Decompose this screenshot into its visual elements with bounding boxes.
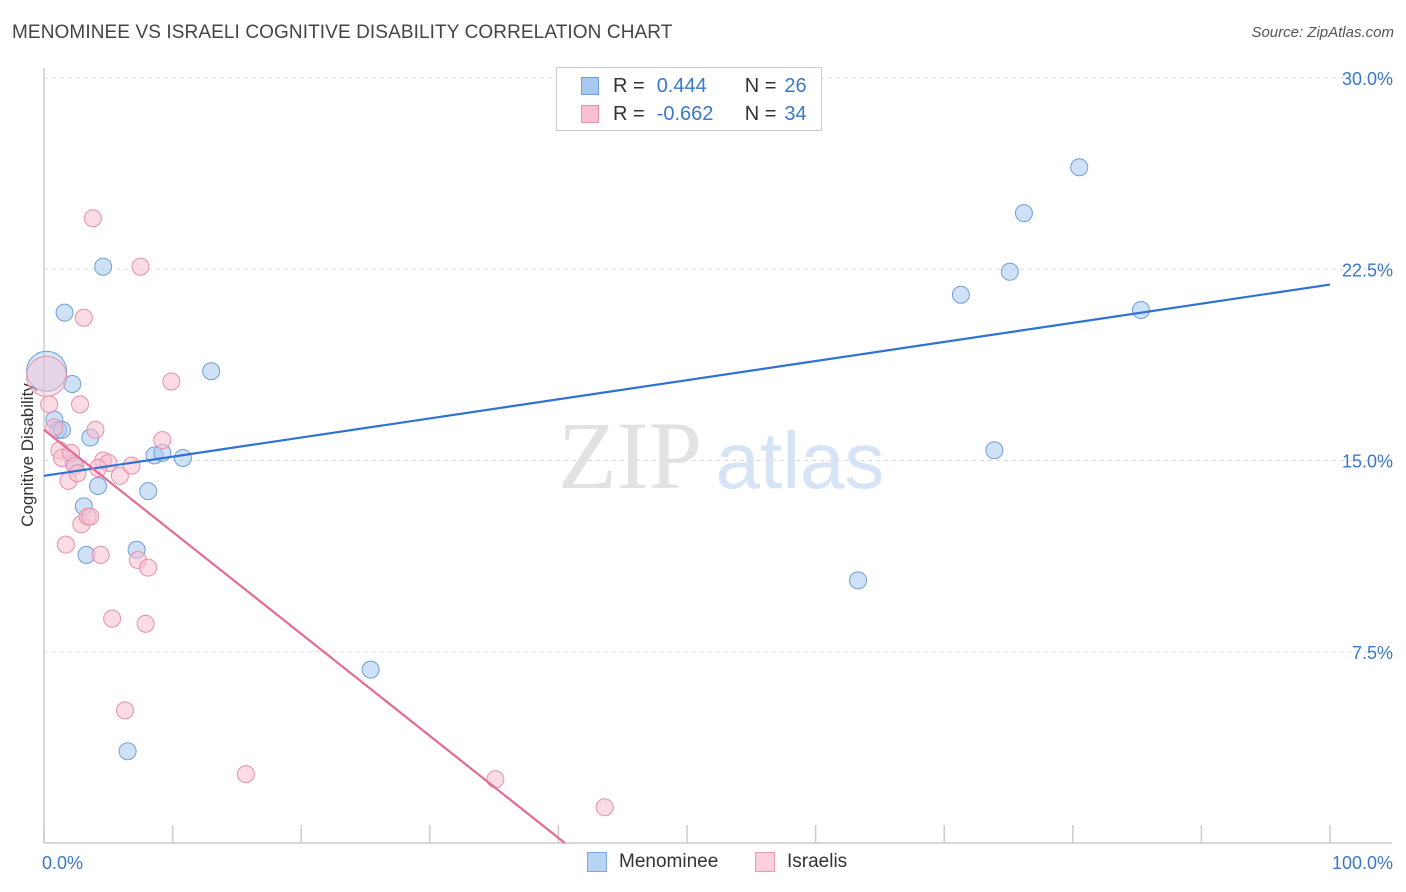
menominee-point [139, 482, 158, 501]
data-points [26, 158, 1150, 817]
israeli-point [71, 395, 90, 414]
menominee-point [94, 257, 113, 276]
grid-lines [44, 77, 1392, 653]
r-label: R = [613, 102, 645, 125]
stats-row-menominee: R = 0.444 N = 26 [581, 72, 807, 100]
israeli-point [153, 431, 172, 450]
menominee-trend-line [43, 283, 1331, 477]
n-label: N = [744, 102, 777, 125]
israeli-point [56, 535, 75, 554]
stats-row-israelis: R = -0.662 N = 34 [581, 100, 807, 128]
chart-title: MENOMINEE VS ISRAELI COGNITIVE DISABILIT… [12, 22, 673, 43]
axes [43, 68, 1392, 844]
israeli-point [40, 395, 59, 414]
menominee-point [1000, 262, 1019, 281]
menominee-point [361, 660, 380, 679]
menominee-point [63, 375, 82, 393]
israeli-point [81, 507, 100, 526]
menominee-point [118, 742, 137, 761]
menominee-point [55, 303, 74, 322]
watermark: ZIP atlas [558, 402, 884, 509]
israeli-point [26, 355, 68, 397]
menominee-point [89, 477, 108, 495]
israeli-point [45, 418, 64, 437]
watermark-zip: ZIP [558, 402, 702, 509]
legend-item-israelis[interactable]: Israelis [755, 851, 847, 873]
stats-swatch-israelis [581, 105, 599, 123]
israeli-point [74, 308, 93, 327]
r-label: R = [613, 74, 645, 97]
israeli-point [131, 257, 150, 276]
y-tick-label: 22.5% [1342, 260, 1393, 280]
stats-swatch-menominee [581, 77, 599, 95]
n-value-israelis: 34 [784, 102, 807, 125]
israeli-point [116, 701, 135, 720]
menominee-point [202, 362, 221, 381]
menominee-point [1131, 301, 1150, 320]
legend-label-menominee: Menominee [619, 851, 719, 872]
source-label: Source: ZipAtlas.com [1251, 24, 1394, 41]
y-tick-label: 15.0% [1342, 452, 1393, 472]
legend-swatch-menominee [587, 852, 607, 872]
israeli-point [236, 765, 255, 784]
israeli-point [103, 609, 122, 628]
legend-swatch-israelis [755, 852, 775, 872]
israeli-point [486, 770, 505, 789]
israeli-point [136, 614, 155, 633]
menominee-point [173, 448, 192, 467]
israeli-trend-line [43, 429, 566, 844]
israeli-point [139, 558, 158, 577]
n-value-menominee: 26 [784, 74, 807, 97]
y-tick-label: 30.0% [1342, 69, 1393, 89]
israeli-point [122, 456, 141, 475]
legend-item-menominee[interactable]: Menominee [587, 851, 718, 873]
legend-label-israelis: Israelis [787, 851, 848, 872]
tick-labels: 7.5% 15.0% 22.5% 30.0% 0.0% 100.0% [42, 69, 1393, 873]
israeli-point [68, 464, 87, 483]
menominee-point [849, 571, 868, 590]
menominee-point [1070, 158, 1089, 177]
r-value-israelis: -0.662 [656, 102, 714, 125]
menominee-point [985, 441, 1004, 460]
x-tick-label-min: 0.0% [42, 853, 83, 873]
n-label: N = [744, 74, 777, 97]
trend-lines [43, 283, 1331, 844]
x-tick-label-max: 100.0% [1332, 853, 1393, 873]
correlation-stats-box: R = 0.444 N = 26 R = -0.662 N = 34 [556, 67, 822, 131]
israeli-point [110, 466, 129, 485]
israeli-point [595, 798, 614, 817]
menominee-point [1014, 204, 1033, 223]
israeli-point [86, 420, 105, 439]
menominee-point [26, 350, 68, 392]
r-value-menominee: 0.444 [656, 74, 707, 97]
y-tick-label: 7.5% [1352, 643, 1393, 663]
israeli-point [91, 545, 110, 564]
israeli-point [83, 209, 102, 228]
israeli-point [162, 372, 181, 391]
menominee-point [951, 285, 970, 304]
